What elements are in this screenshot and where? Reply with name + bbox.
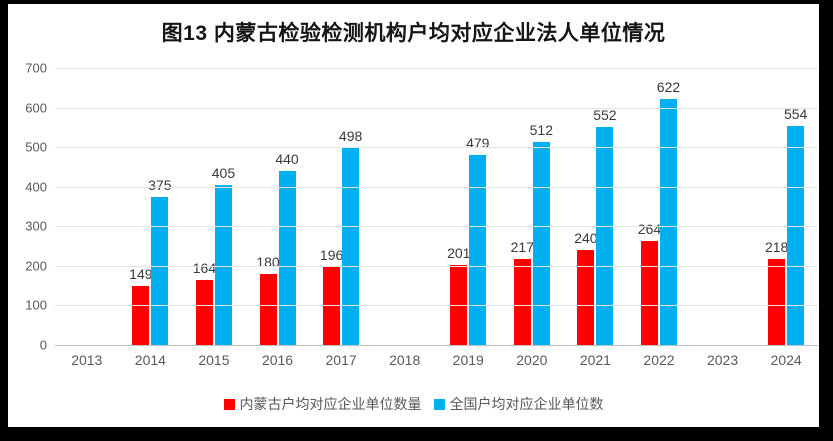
- x-axis-label-2015: 2015: [198, 352, 230, 368]
- gridline: [55, 68, 818, 69]
- bar-national-2022: 622: [657, 79, 680, 345]
- bar-national-2024: 554: [784, 106, 807, 345]
- x-axis-label-2014: 2014: [134, 352, 166, 368]
- bar-value-label: 622: [656, 78, 681, 95]
- x-axis-label-2013: 2013: [71, 352, 103, 368]
- gridline: [55, 186, 818, 188]
- bar-national-2014: 375: [148, 177, 172, 345]
- x-axis-label-2017: 2017: [325, 352, 357, 368]
- bar-value-label: 554: [783, 105, 808, 122]
- category-2014: 149 375: [119, 68, 183, 345]
- y-axis-label-400: 400: [25, 179, 47, 195]
- gridline: [55, 147, 818, 149]
- bar-inner-mongolia-2015: 164: [193, 260, 216, 345]
- plot-area: 149 375 164 405 180 440 196 498 201 479 217 512 240 5…: [25, 61, 818, 368]
- x-axis-label-2023: 2023: [706, 352, 739, 368]
- category-2017: 196 498: [309, 68, 373, 345]
- bar-value-label: 180: [256, 253, 280, 270]
- chart-title: 图13 内蒙古检验检测机构户均对应企业法人单位情况: [161, 22, 666, 45]
- bar-value-label: 217: [510, 239, 535, 256]
- bar-national-2020: 512: [530, 122, 553, 345]
- bar-national-2021: 552: [593, 107, 617, 345]
- bar-inner-mongolia-2022: 264: [638, 221, 661, 345]
- bar-inner-mongolia-2016: 180: [256, 254, 280, 345]
- bar-value-label: 405: [211, 164, 236, 181]
- bar-national-2019: 479: [466, 135, 489, 345]
- x-axis-label-2020: 2020: [516, 352, 548, 368]
- y-axis-label-100: 100: [25, 297, 47, 313]
- legend-item-inner-mongolia: 内蒙古户均对应企业单位数量: [223, 394, 422, 414]
- bar-national-2017: 498: [339, 128, 362, 345]
- category-2016: 180 440: [246, 68, 310, 345]
- bar-value-label: 196: [319, 247, 344, 264]
- bar-value-label: 375: [148, 176, 172, 193]
- category-2018: [373, 68, 437, 345]
- category-2022: 264 622: [627, 68, 691, 345]
- category-2020: 217 512: [500, 68, 564, 345]
- bar-inner-mongolia-2020: 217: [511, 239, 534, 345]
- y-axis-label-200: 200: [25, 258, 47, 274]
- bar-value-label: 498: [338, 127, 363, 144]
- category-2024: 218 554: [754, 68, 818, 345]
- bar-inner-mongolia-2021: 240: [574, 230, 598, 345]
- legend-marker-blue-square-icon: [433, 398, 445, 410]
- gridline: [55, 107, 818, 109]
- bar-value-label: 264: [637, 220, 662, 237]
- y-axis-label-500: 500: [25, 139, 47, 155]
- bar-value-label: 149: [129, 266, 153, 283]
- bar-value-label: 552: [593, 106, 617, 123]
- chart-canvas: 图13 内蒙古检验检测机构户均对应企业法人单位情况 149 375 164 405 18…: [8, 4, 819, 427]
- category-2019: 201 479: [436, 68, 500, 345]
- y-axis-label-600: 600: [25, 100, 47, 116]
- legend-marker-red-square-icon: [223, 398, 235, 410]
- legend-label-national: 全国户均对应企业单位数: [449, 396, 604, 412]
- bar-inner-mongolia-2014: 149: [129, 266, 153, 345]
- bar-value-label: 440: [275, 150, 299, 167]
- x-axis-label-2022: 2022: [643, 352, 675, 368]
- y-axis-label-300: 300: [25, 218, 47, 234]
- bar-value-label: 240: [574, 230, 598, 247]
- bar-national-2015: 405: [212, 165, 235, 345]
- bar-inner-mongolia-2024: 218: [765, 239, 788, 345]
- legend-label-inner-mongolia: 内蒙古户均对应企业单位数量: [239, 396, 422, 412]
- x-axis-label-2016: 2016: [261, 352, 294, 368]
- gridline: [55, 305, 818, 307]
- x-axis-label-2021: 2021: [579, 352, 611, 368]
- category-2021: 240 552: [564, 68, 628, 345]
- x-axis-label-2019: 2019: [452, 352, 484, 368]
- bar-inner-mongolia-2019: 201: [447, 245, 470, 345]
- bar-value-label: 479: [466, 135, 490, 152]
- x-axis-line: [55, 345, 818, 346]
- bar-value-label: 164: [192, 260, 217, 277]
- category-2013: [55, 68, 119, 345]
- legend: 内蒙古户均对应企业单位数量 全国户均对应企业单位数: [8, 394, 819, 414]
- x-axis-label-2024: 2024: [770, 352, 802, 368]
- category-2015: 164 405: [182, 68, 246, 345]
- bar-value-label: 512: [529, 122, 554, 139]
- gridline: [55, 265, 818, 267]
- legend-item-national: 全国户均对应企业单位数: [433, 394, 604, 414]
- y-axis-label-0: 0: [39, 337, 47, 353]
- x-axis-labels: 2013 2014 2015 2016 2017 2018 2019 2020 2021 2022…: [55, 352, 818, 368]
- category-2023: [691, 68, 755, 345]
- y-axis-label-700: 700: [25, 60, 47, 76]
- bar-value-label: 201: [447, 245, 471, 262]
- categories: 149 375 164 405 180 440 196 498 201 479 217 512 240 5…: [55, 68, 818, 345]
- bar-value-label: 218: [764, 238, 789, 255]
- x-axis-label-2018: 2018: [389, 352, 421, 368]
- gridline: [55, 226, 818, 228]
- bar-national-2016: 440: [275, 151, 299, 345]
